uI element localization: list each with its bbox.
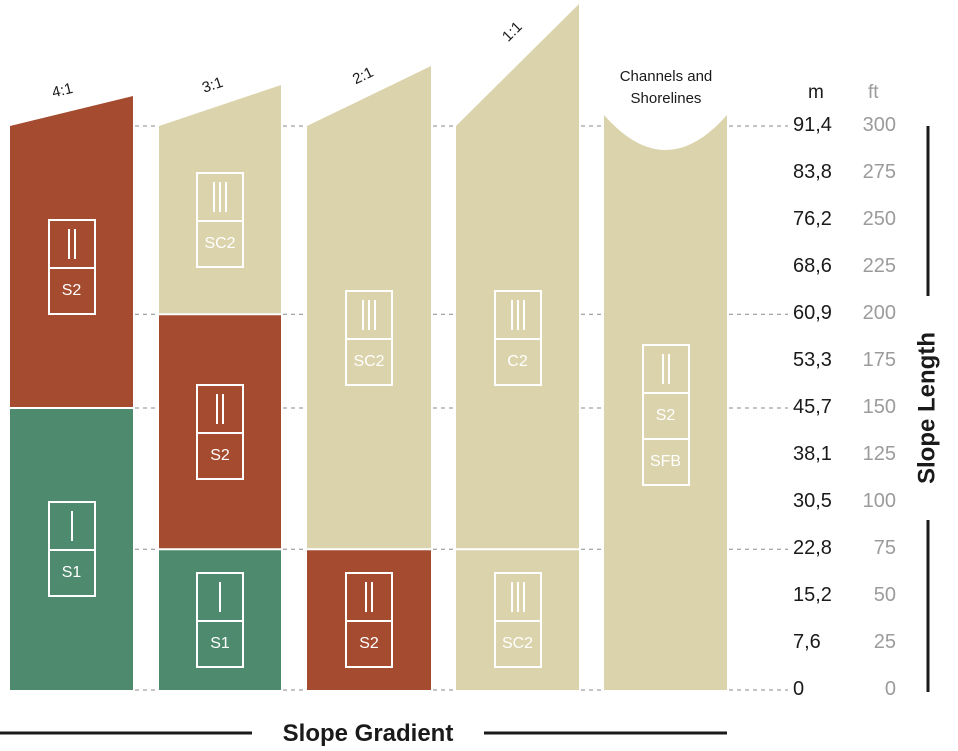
numeral-stroke: [73, 229, 76, 259]
column-5: [604, 115, 727, 690]
roman-numeral-iii: [347, 292, 391, 340]
numeral-stroke: [362, 299, 364, 330]
meter-value: 60,9: [793, 302, 832, 324]
feet-header: ft: [868, 82, 879, 103]
numeral-stroke: [661, 354, 664, 384]
roman-numeral-i: [49, 503, 94, 551]
meter-value: 83,8: [793, 161, 832, 183]
feet-value: 200: [862, 302, 896, 324]
slope-segment: [456, 4, 579, 550]
feet-value: 25: [873, 631, 896, 653]
numeral-stroke: [510, 581, 513, 612]
numeral-stroke: [213, 182, 215, 213]
slope-gradient-label: Slope Gradient: [283, 720, 454, 747]
class-box: SC2: [196, 172, 244, 269]
numeral-stroke: [222, 393, 224, 424]
soil-code: S1: [210, 634, 230, 652]
numeral-stroke: [216, 393, 218, 424]
roman-numeral-iii: [495, 574, 540, 622]
soil-code: S2: [61, 282, 82, 299]
numeral-stroke: [374, 299, 376, 330]
meter-value: 22,8: [793, 537, 832, 559]
soil-code: SC2: [204, 235, 236, 253]
feet-value: 250: [862, 208, 896, 230]
soil-code: S2: [359, 634, 379, 652]
numeral-stroke: [667, 354, 670, 384]
feet-value: 75: [873, 537, 896, 559]
class-box: SC2: [493, 571, 542, 668]
roman-numeral-i: [198, 574, 242, 622]
meters-header: m: [808, 82, 824, 103]
numeral-stroke: [368, 299, 370, 330]
roman-numeral-iii: [198, 174, 242, 223]
soil-code: SC2: [353, 352, 385, 370]
meter-value: 76,2: [793, 208, 832, 230]
soil-code: S2: [655, 407, 676, 424]
soil-code: SC2: [501, 634, 534, 652]
feet-value: 175: [862, 349, 896, 371]
feet-value: 275: [862, 161, 896, 183]
meter-value: 38,1: [793, 443, 832, 465]
class-box: SC2: [345, 289, 393, 386]
roman-numeral-ii: [643, 346, 688, 394]
class-box: C2: [493, 289, 542, 386]
meter-value: 68,6: [793, 255, 832, 277]
class-box: S2: [345, 571, 393, 668]
meter-value: 53,3: [793, 349, 832, 371]
gradient-label: 3:1: [200, 74, 225, 97]
soil-code: SFB: [643, 438, 688, 484]
numeral-stroke: [67, 229, 70, 259]
feet-value: 0: [884, 678, 896, 700]
numeral-stroke: [219, 182, 221, 213]
slope-segment: [10, 96, 133, 408]
meter-value: 30,5: [793, 490, 832, 512]
roman-numeral-iii: [495, 292, 540, 340]
feet-value: 300: [862, 114, 896, 136]
numeral-stroke: [522, 299, 525, 330]
soil-code: S2: [210, 446, 230, 464]
roman-numeral-ii: [347, 574, 391, 622]
class-box: S1: [196, 571, 244, 668]
numeral-stroke: [510, 299, 513, 330]
gradient-label: 4:1: [50, 80, 74, 101]
feet-value: 50: [873, 584, 896, 606]
feet-value: 150: [862, 396, 896, 418]
soil-code: S1: [61, 564, 82, 581]
meter-value: 7,6: [793, 631, 821, 653]
slope-segment: [604, 115, 727, 690]
meter-value: 15,2: [793, 584, 832, 606]
slope-length-label: Slope Length: [913, 332, 940, 484]
feet-value: 225: [862, 255, 896, 277]
numeral-stroke: [219, 581, 221, 612]
feet-value: 100: [862, 490, 896, 512]
numeral-stroke: [522, 581, 525, 612]
numeral-stroke: [225, 182, 227, 213]
soil-code: C2: [507, 352, 528, 370]
numeral-stroke: [516, 581, 519, 612]
numeral-stroke: [516, 299, 519, 330]
class-box: S1: [47, 501, 96, 597]
class-box: S2: [47, 219, 96, 315]
class-box: S2: [196, 383, 244, 480]
numeral-stroke: [70, 511, 73, 541]
roman-numeral-ii: [198, 386, 242, 434]
class-box: S2 SFB: [641, 344, 690, 486]
feet-value: 125: [862, 443, 896, 465]
numeral-stroke: [371, 581, 373, 612]
numeral-stroke: [365, 581, 367, 612]
meter-value: 0: [793, 678, 805, 700]
meter-value: 45,7: [793, 396, 832, 418]
channels-shorelines-label: Channels and Shorelines: [619, 68, 713, 107]
meter-value: 91,4: [793, 114, 832, 136]
roman-numeral-ii: [49, 221, 94, 269]
